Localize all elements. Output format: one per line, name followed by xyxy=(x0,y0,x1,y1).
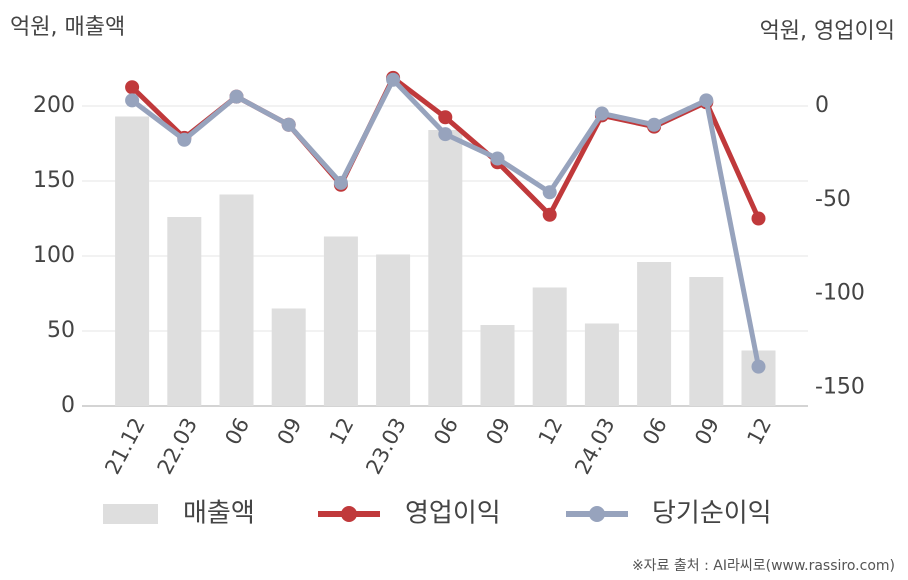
x-tick-label: 09 xyxy=(690,414,724,449)
legend-label: 매출액 xyxy=(183,499,255,529)
y2-tick-label: -50 xyxy=(815,187,851,212)
x-tick-label: 06 xyxy=(638,414,672,449)
bar xyxy=(480,325,515,406)
point xyxy=(177,132,192,147)
point xyxy=(438,110,453,125)
x-tick-label: 06 xyxy=(220,414,254,449)
point xyxy=(542,185,557,200)
bar xyxy=(428,130,463,406)
bar xyxy=(323,236,358,406)
point xyxy=(333,175,348,190)
bar xyxy=(115,116,150,406)
point xyxy=(699,93,714,108)
y-tick-label: 200 xyxy=(33,93,75,118)
x-tick-label: 12 xyxy=(742,414,776,449)
bar xyxy=(584,323,619,406)
x-tick-label: 12 xyxy=(534,414,568,449)
bar xyxy=(637,262,672,406)
y-tick-label: 100 xyxy=(33,243,75,268)
x-tick-label: 06 xyxy=(429,414,463,449)
y-tick-label: 0 xyxy=(61,393,75,418)
bar xyxy=(689,277,724,406)
source: ※자료 출처 : AI라씨로(www.rassiro.com) xyxy=(632,558,895,574)
y-tick-label: 50 xyxy=(47,318,75,343)
x-tick-label: 22.03 xyxy=(153,414,202,478)
legend-label: 영업이익 xyxy=(405,499,501,529)
point xyxy=(542,207,557,222)
point xyxy=(229,89,244,104)
bar xyxy=(532,287,567,406)
right-axis-unit: 억원, 영업이익 xyxy=(760,19,895,44)
legend-label: 당기순이익 xyxy=(652,499,772,529)
left-axis-unit: 억원, 매출액 xyxy=(10,15,125,40)
point xyxy=(647,117,662,132)
y2-tick-label: -100 xyxy=(815,281,865,306)
bar xyxy=(219,194,254,406)
bar xyxy=(376,254,411,406)
y-tick-label: 150 xyxy=(33,168,75,193)
point xyxy=(751,359,766,374)
x-tick-label: 09 xyxy=(273,414,307,449)
point xyxy=(751,211,766,226)
y2-tick-label: 0 xyxy=(815,93,829,118)
point xyxy=(125,80,140,95)
legend-swatch xyxy=(103,504,158,524)
x-tick-label: 24.03 xyxy=(570,414,619,478)
bar xyxy=(271,308,306,406)
point xyxy=(490,151,505,166)
point xyxy=(125,93,140,108)
point xyxy=(281,117,296,132)
legend-swatch xyxy=(589,506,605,522)
x-tick-label: 12 xyxy=(325,414,359,449)
legend-swatch xyxy=(341,506,357,522)
x-tick-label: 21.12 xyxy=(100,414,149,478)
bar xyxy=(167,217,202,406)
point xyxy=(594,106,609,121)
point xyxy=(438,127,453,142)
y2-tick-label: -150 xyxy=(815,374,865,399)
point xyxy=(386,72,401,87)
x-tick-label: 09 xyxy=(481,414,515,449)
x-tick-label: 23.03 xyxy=(361,414,410,478)
